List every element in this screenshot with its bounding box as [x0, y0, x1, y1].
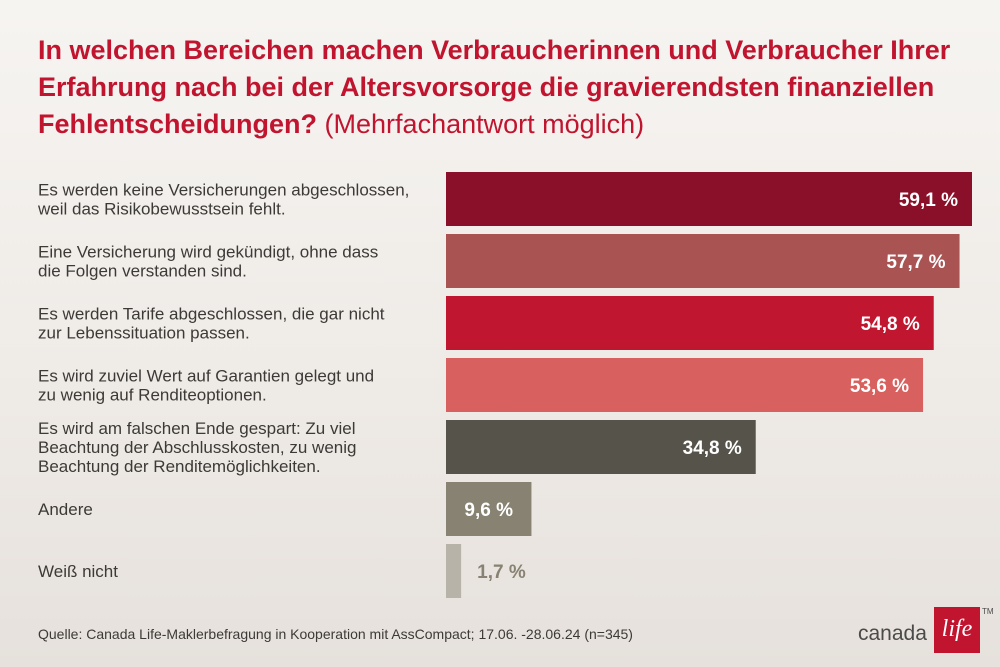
bar-5 [446, 420, 756, 474]
category-label-6: Andere [38, 500, 93, 519]
canada-life-logo: canada life TM [858, 607, 994, 653]
value-label-4: 53,6 % [850, 376, 909, 397]
value-label-1: 59,1 % [899, 190, 958, 211]
category-label-5: Es wird am falschen Ende gespart: Zu vie… [38, 419, 356, 476]
bar-2 [446, 234, 960, 288]
category-label-2: Eine Versicherung wird gekündigt, ohne d… [38, 243, 378, 281]
chart-title: In welchen Bereichen machen Verbraucheri… [38, 32, 968, 143]
source-note: Quelle: Canada Life-Maklerbefragung in K… [38, 626, 633, 642]
value-label-5: 34,8 % [683, 438, 742, 459]
logo-wordmark: canada [858, 622, 927, 645]
value-label-7: 1,7 % [477, 562, 526, 583]
value-label-2: 57,7 % [886, 252, 945, 273]
value-label-6: 9,6 % [464, 500, 513, 521]
bar-6 [446, 482, 532, 536]
bar-4 [446, 358, 924, 412]
category-label-3: Es werden Tarife abgeschlossen, die gar … [38, 305, 385, 343]
category-label-1: Es werden keine Versicherungen abgeschlo… [37, 181, 409, 219]
bar-3 [446, 296, 934, 350]
category-label-7: Weiß nicht [38, 562, 118, 581]
logo-mark: life [934, 607, 980, 653]
chart-title-suffix: (Mehrfachantwort möglich) [324, 109, 645, 139]
category-label-4: Es wird zuviel Wert auf Garantien gelegt… [38, 367, 374, 405]
bar-7 [446, 544, 462, 598]
value-label-3: 54,8 % [861, 314, 920, 335]
chart-title-main: In welchen Bereichen machen Verbraucheri… [38, 35, 951, 139]
bar-1 [446, 172, 972, 226]
logo-trademark: TM [982, 607, 994, 616]
